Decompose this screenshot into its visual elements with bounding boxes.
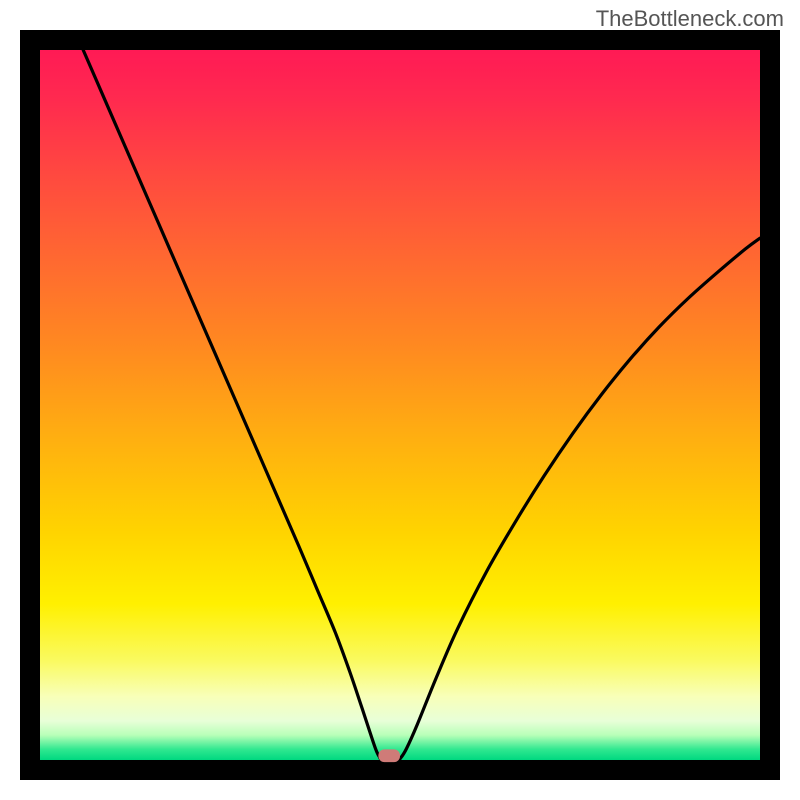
optimal-point-marker [378,749,400,762]
bottleneck-curve-chart [0,0,800,800]
watermark-text: TheBottleneck.com [596,6,784,32]
plot-background [40,50,760,760]
chart-container: TheBottleneck.com [0,0,800,800]
